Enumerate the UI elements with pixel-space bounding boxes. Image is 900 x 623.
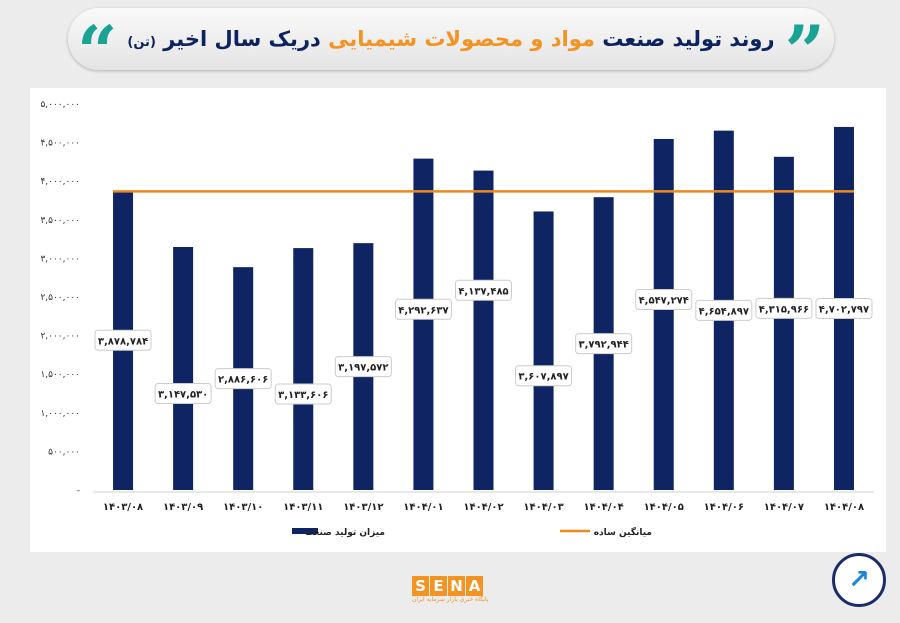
- logo-letter: A: [466, 576, 483, 596]
- y-tick-label: ۲,۵۰۰,۰۰۰: [40, 293, 80, 303]
- y-tick-label: ۵,۰۰۰,۰۰۰: [40, 100, 80, 110]
- x-tick-label: ۱۴۰۴/۰۷: [764, 502, 804, 513]
- data-label-box: [394, 298, 452, 320]
- data-label: ۳,۱۳۳,۶۰۶: [278, 390, 328, 401]
- data-label-box: [815, 297, 873, 319]
- x-tick-label: ۱۴۰۴/۰۸: [824, 502, 864, 513]
- bar: [473, 170, 494, 490]
- logo-subtitle: پایگاه خبری بازار سرمایه ایران: [412, 596, 489, 603]
- bar: [773, 156, 794, 490]
- logo-letter: N: [448, 576, 465, 596]
- legend-bar-swatch: [292, 528, 318, 534]
- data-label-box: [94, 329, 152, 351]
- data-label-box: [755, 297, 813, 319]
- data-label-box: [274, 383, 332, 405]
- data-label: ۳,۸۷۸,۷۸۴: [98, 336, 148, 347]
- logo-letter: E: [430, 576, 447, 596]
- x-tick-label: ۱۴۰۴/۰۴: [584, 502, 624, 513]
- data-label-box: [575, 333, 633, 355]
- double-quote-icon: “: [77, 17, 118, 61]
- title-banner: ” روند تولید صنعت مواد و محصولات شیمیایی…: [68, 8, 834, 70]
- x-tick-label: ۱۴۰۴/۰۵: [644, 502, 684, 513]
- bar: [293, 248, 314, 490]
- data-label: ۴,۶۵۴,۸۹۷: [699, 306, 749, 317]
- x-tick-label: ۱۴۰۴/۰۱: [403, 502, 443, 513]
- title-part1: روند تولید صنعت: [602, 27, 775, 51]
- x-tick-label: ۱۴۰۳/۰۹: [163, 502, 203, 513]
- y-tick-label: ۱,۵۰۰,۰۰۰: [40, 370, 80, 380]
- data-label-box: [695, 299, 753, 321]
- trend-arrow-icon: ↗: [832, 553, 886, 607]
- data-label: ۳,۷۹۲,۹۴۴: [578, 340, 628, 351]
- data-label-box: [515, 365, 573, 387]
- data-label: ۳,۱۴۷,۵۳۰: [158, 390, 208, 401]
- x-tick-label: ۱۴۰۴/۰۲: [463, 502, 503, 513]
- data-label: ۴,۲۹۲,۶۳۷: [398, 305, 448, 316]
- x-tick-label: ۱۴۰۴/۰۳: [523, 502, 563, 513]
- logo-letter: S: [412, 576, 429, 596]
- title-highlight: مواد و محصولات شیمیایی: [328, 27, 595, 51]
- y-tick-label: ۳,۵۰۰,۰۰۰: [40, 216, 80, 226]
- data-label-box: [334, 356, 392, 378]
- legend-line-label: میانگین ساده: [594, 526, 652, 538]
- data-label: ۳,۱۹۷,۵۷۲: [338, 363, 388, 374]
- y-tick-label: ۳,۰۰۰,۰۰۰: [40, 254, 80, 264]
- y-tick-label: ۵۰۰,۰۰۰: [48, 447, 80, 457]
- bar: [533, 211, 554, 491]
- data-label-box: [635, 288, 693, 310]
- data-label-box: [455, 279, 512, 301]
- y-tick-label: ۲,۰۰۰,۰۰۰: [40, 332, 80, 342]
- chart-card: - ۵۰۰,۰۰۰ ۱,۰۰۰,۰۰۰ ۱,۵۰۰,۰۰۰ ۲,۰۰۰,۰۰۰ ۲,۵۰۰…: [30, 88, 886, 552]
- x-tick-label: ۱۴۰۳/۱۲: [343, 502, 383, 513]
- data-label: ۴,۵۴۷,۲۷۴: [639, 295, 689, 306]
- data-label: ۳,۶۰۷,۸۹۷: [518, 372, 568, 383]
- bar: [653, 138, 674, 490]
- data-label: ۴,۷۰۲,۷۹۷: [819, 304, 869, 315]
- double-quote-icon: ”: [784, 17, 825, 61]
- x-tick-label: ۱۴۰۳/۱۱: [283, 502, 323, 513]
- x-tick-label: ۱۴۰۳/۱۰: [223, 502, 263, 513]
- data-label-box: [154, 383, 212, 405]
- y-tick-label: -: [77, 486, 80, 496]
- data-label: ۴,۳۱۵,۹۶۶: [759, 304, 809, 315]
- page-title: روند تولید صنعت مواد و محصولات شیمیایی د…: [127, 27, 774, 51]
- data-label: ۲,۸۸۶,۶۰۶: [218, 375, 268, 386]
- bar: [173, 247, 194, 490]
- x-tick-label: ۱۴۰۴/۰۶: [704, 502, 744, 513]
- title-part2: دریک سال اخیر: [163, 27, 321, 51]
- y-tick-label: ۴,۰۰۰,۰۰۰: [40, 177, 80, 187]
- data-label: ۴,۱۳۷,۴۸۵: [458, 286, 508, 297]
- y-tick-label: ۱,۰۰۰,۰۰۰: [40, 409, 80, 419]
- y-tick-label: ۴,۵۰۰,۰۰۰: [40, 139, 80, 149]
- legend-bar-label: میزان تولید صنعت: [305, 528, 385, 538]
- x-tick-label: ۱۴۰۳/۰۸: [103, 502, 143, 513]
- data-label-box: [214, 368, 272, 390]
- sena-logo: S E N A پایگاه خبری بازار سرمایه ایران: [412, 576, 489, 603]
- bar-chart: - ۵۰۰,۰۰۰ ۱,۰۰۰,۰۰۰ ۱,۵۰۰,۰۰۰ ۲,۰۰۰,۰۰۰ ۲,۵۰۰…: [40, 100, 874, 538]
- bar: [413, 158, 434, 490]
- title-unit: (تن): [127, 35, 156, 50]
